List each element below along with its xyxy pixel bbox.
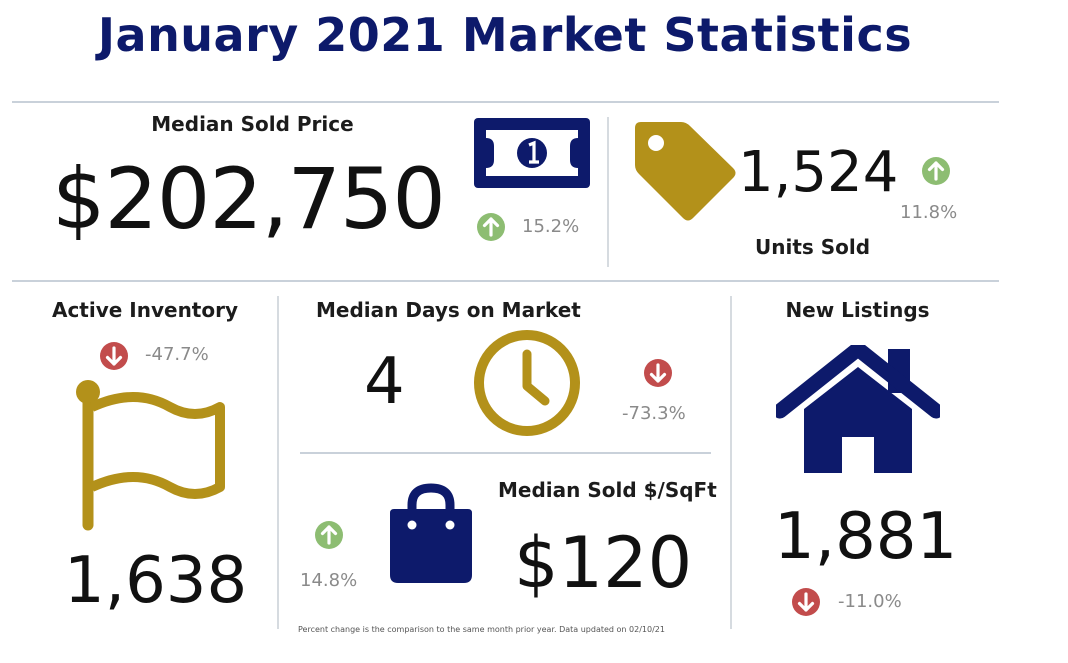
top-vertical-divider xyxy=(607,117,609,267)
down-arrow-icon xyxy=(643,358,673,388)
price-tag-icon xyxy=(629,118,739,230)
active-inventory-value: 1,638 xyxy=(64,544,248,618)
median-sold-price-value: $202,750 xyxy=(52,150,446,248)
median-days-on-market-label: Median Days on Market xyxy=(316,298,581,322)
inner-divider xyxy=(300,452,711,454)
flag-icon xyxy=(70,375,230,539)
active-inventory-label: Active Inventory xyxy=(51,298,239,322)
median-sold-per-sqft-value: $120 xyxy=(514,522,693,604)
new-listings-label: New Listings xyxy=(785,298,930,322)
median-sold-price-label: Median Sold Price xyxy=(151,112,354,136)
up-arrow-icon xyxy=(476,212,506,242)
right-vertical-divider xyxy=(730,296,732,629)
median-sold-per-sqft-label: Median Sold $/SqFt xyxy=(498,478,717,502)
left-vertical-divider xyxy=(277,296,279,629)
up-arrow-icon xyxy=(921,156,951,186)
median-sold-per-sqft-change: 14.8% xyxy=(300,570,358,591)
active-inventory-change: -47.7% xyxy=(145,344,209,365)
footnote: Percent change is the comparison to the … xyxy=(298,625,665,634)
shopping-bag-icon xyxy=(386,483,476,589)
median-days-on-market-change: -73.3% xyxy=(622,403,686,424)
units-sold-change: 11.8% xyxy=(900,202,958,223)
units-sold-label: Units Sold xyxy=(755,235,871,259)
down-arrow-icon xyxy=(99,341,129,371)
up-arrow-icon xyxy=(314,520,344,550)
median-days-on-market-value: 4 xyxy=(364,345,405,419)
dollar-bill-icon xyxy=(474,118,590,192)
units-sold-value: 1,524 xyxy=(738,140,899,205)
middle-divider xyxy=(12,280,999,282)
new-listings-value: 1,881 xyxy=(774,500,958,574)
down-arrow-icon xyxy=(791,587,821,617)
top-divider xyxy=(12,101,999,103)
clock-icon xyxy=(472,328,582,442)
house-icon xyxy=(772,339,944,479)
page-title: January 2021 Market Statistics xyxy=(97,8,913,62)
median-sold-price-change: 15.2% xyxy=(522,216,580,237)
new-listings-change: -11.0% xyxy=(838,591,902,612)
